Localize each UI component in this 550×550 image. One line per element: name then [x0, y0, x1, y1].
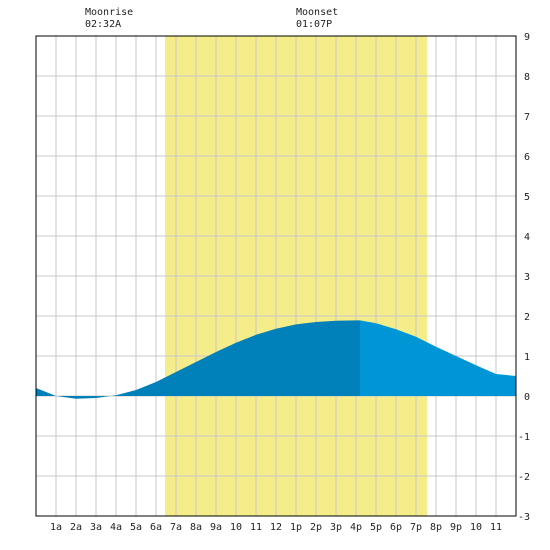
x-tick-label: 2a [70, 522, 82, 533]
x-tick-label: 6a [150, 522, 162, 533]
x-tick-label: 4p [350, 522, 362, 533]
x-tick-label: 5p [370, 522, 382, 533]
y-tick-label: -2 [518, 472, 530, 483]
y-tick-label: 4 [524, 232, 530, 243]
x-tick-label: 11 [250, 522, 262, 533]
y-tick-label: -1 [518, 432, 530, 443]
x-tick-label: 9a [210, 522, 222, 533]
x-tick-label: 7p [410, 522, 422, 533]
x-tick-label: 3p [330, 522, 342, 533]
y-tick-label: 5 [524, 192, 530, 203]
y-tick-label: 9 [524, 32, 530, 43]
x-tick-label: 5a [130, 522, 142, 533]
x-tick-label: 10 [230, 522, 242, 533]
moonset-time: 01:07P [296, 19, 333, 30]
x-tick-label: 4a [110, 522, 122, 533]
x-tick-label: 7a [170, 522, 182, 533]
y-axis-tick-labels: -3 -2 -1 0 1 2 3 4 5 6 7 8 9 [518, 32, 530, 523]
x-tick-label: 8p [430, 522, 442, 533]
y-tick-label: 3 [524, 272, 530, 283]
y-tick-label: 0 [524, 392, 530, 403]
plot-border [35, 35, 517, 517]
x-tick-label: 2p [310, 522, 322, 533]
tide-area-future [360, 320, 516, 396]
x-tick-label: 1a [50, 522, 62, 533]
plot-frame [35, 35, 517, 517]
x-axis-tick-labels: 1a 2a 3a 4a 5a 6a 7a 8a 9a 10 11 12 1p 2p 3p 4p 5p 6p 7p 8p… [50, 522, 502, 533]
tide-area-past [36, 320, 360, 399]
x-tick-label: 3a [90, 522, 102, 533]
y-tick-label: 1 [524, 352, 530, 363]
tide-area [36, 320, 516, 399]
y-tick-label: -3 [518, 512, 530, 523]
moonrise-time: 02:32A [85, 19, 122, 30]
x-tick-label: 10 [470, 522, 482, 533]
grid-lines [36, 36, 516, 516]
y-tick-label: 6 [524, 152, 530, 163]
moonset-label: Moonset [296, 7, 339, 18]
y-tick-label: 7 [524, 112, 530, 123]
y-tick-label: 2 [524, 312, 530, 323]
moonrise-label: Moonrise [85, 7, 134, 18]
x-tick-label: 9p [450, 522, 462, 533]
x-tick-label: 11 [490, 522, 502, 533]
x-tick-label: 8a [190, 522, 202, 533]
x-tick-label: 1p [290, 522, 302, 533]
y-tick-label: 8 [524, 72, 530, 83]
x-tick-label: 6p [390, 522, 402, 533]
x-tick-label: 12 [270, 522, 282, 533]
